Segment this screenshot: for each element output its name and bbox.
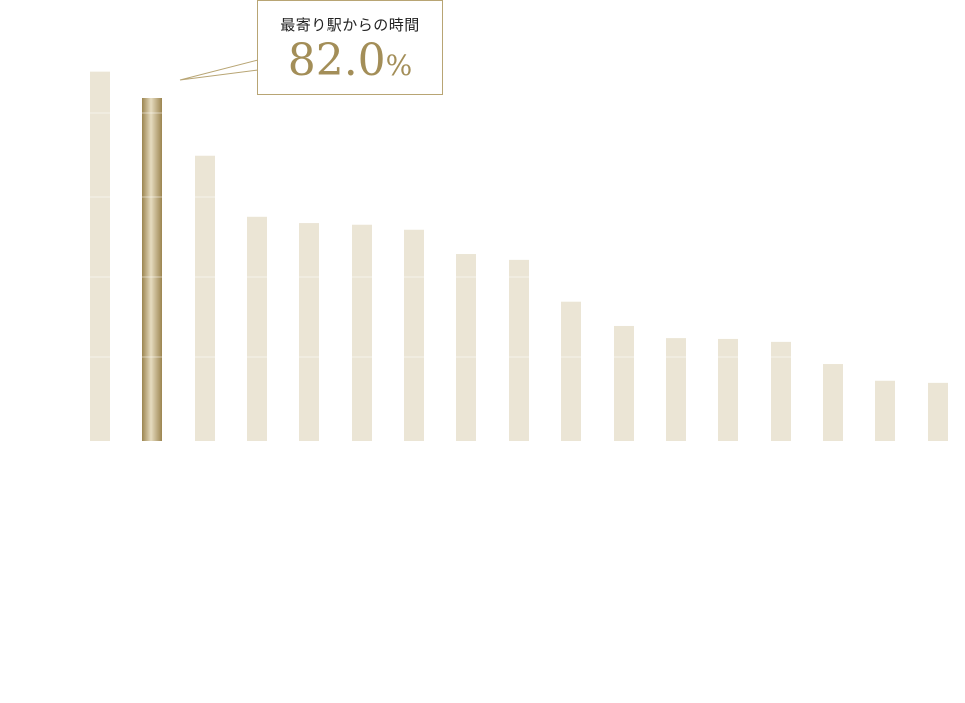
bar — [456, 254, 476, 441]
bar — [875, 380, 895, 441]
bar — [195, 155, 215, 441]
bar — [718, 338, 738, 441]
highlight-callout: 最寄り駅からの時間 82.0% — [257, 0, 443, 95]
bar — [771, 341, 791, 441]
callout-pointer — [179, 59, 259, 81]
bar — [666, 338, 686, 441]
bar — [561, 301, 581, 441]
bar — [299, 223, 319, 441]
callout-label: 最寄り駅からの時間 — [280, 16, 420, 34]
bar — [509, 259, 529, 441]
callout-value-wrap: 82.0% — [258, 37, 442, 90]
bar — [90, 71, 110, 442]
bar — [247, 216, 267, 441]
bar-highlighted — [142, 98, 162, 441]
callout-unit: % — [385, 49, 413, 82]
bar — [614, 325, 634, 441]
callout-value: 82.0 — [287, 35, 386, 86]
bar — [404, 229, 424, 441]
bar — [352, 224, 372, 441]
bar — [823, 364, 843, 441]
bar — [928, 382, 948, 441]
